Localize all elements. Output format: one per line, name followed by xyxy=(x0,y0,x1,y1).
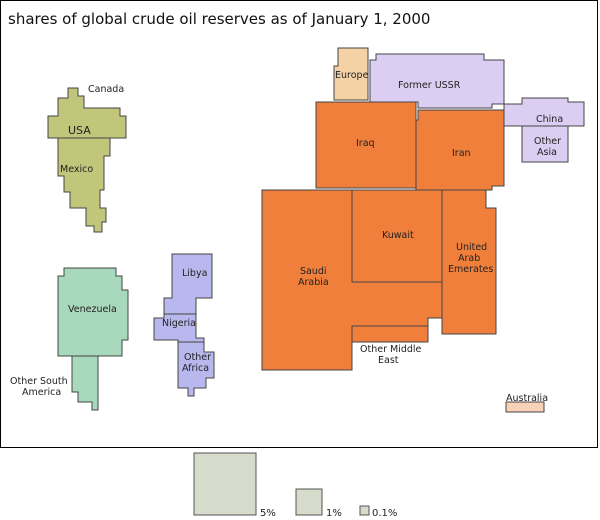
region-other-south-america xyxy=(71,355,99,411)
legend-box-5pct xyxy=(193,452,257,516)
region-other-asia xyxy=(521,125,569,163)
map-frame xyxy=(0,0,598,448)
label-venezuela: Venezuela xyxy=(68,304,117,315)
label-australia: Australia xyxy=(506,393,548,404)
label-other-africa: Other Africa xyxy=(182,352,214,374)
region-libya xyxy=(163,253,213,315)
label-iraq: Iraq xyxy=(356,138,375,149)
region-usa xyxy=(47,87,127,139)
region-australia xyxy=(505,401,545,413)
label-other-asia: Other Asia xyxy=(534,136,564,158)
region-uae xyxy=(441,189,497,335)
region-venezuela xyxy=(57,267,129,357)
label-libya: Libya xyxy=(182,268,207,279)
region-other-africa xyxy=(177,341,215,397)
map-title: shares of global crude oil reserves as o… xyxy=(8,10,431,28)
label-canada: Canada xyxy=(88,84,124,95)
label-iran: Iran xyxy=(452,148,471,159)
region-iran xyxy=(415,109,505,191)
label-europe: Europe xyxy=(335,70,369,81)
label-mexico: Mexico xyxy=(60,164,93,175)
label-uae: United Arab Emerates xyxy=(448,242,493,275)
label-nigeria: Nigeria xyxy=(162,318,196,329)
legend-box-01pct xyxy=(359,505,370,516)
region-europe xyxy=(333,47,369,101)
legend-label-5pct: 5% xyxy=(260,508,276,519)
region-other-middle-east xyxy=(351,325,429,343)
label-china: China xyxy=(536,114,563,125)
label-other-middle-east: Other Middle East xyxy=(360,344,424,366)
region-mexico xyxy=(57,137,111,233)
legend-label-01pct: 0.1% xyxy=(372,508,397,519)
label-usa: USA xyxy=(68,124,91,137)
label-other-south-america: Other South America xyxy=(10,376,71,398)
label-kuwait: Kuwait xyxy=(382,230,414,241)
legend-box-1pct xyxy=(295,488,323,516)
label-former-ussr: Former USSR xyxy=(398,80,461,91)
legend-label-1pct: 1% xyxy=(326,508,342,519)
label-saudi-arabia: Saudi Arabia xyxy=(298,266,330,288)
